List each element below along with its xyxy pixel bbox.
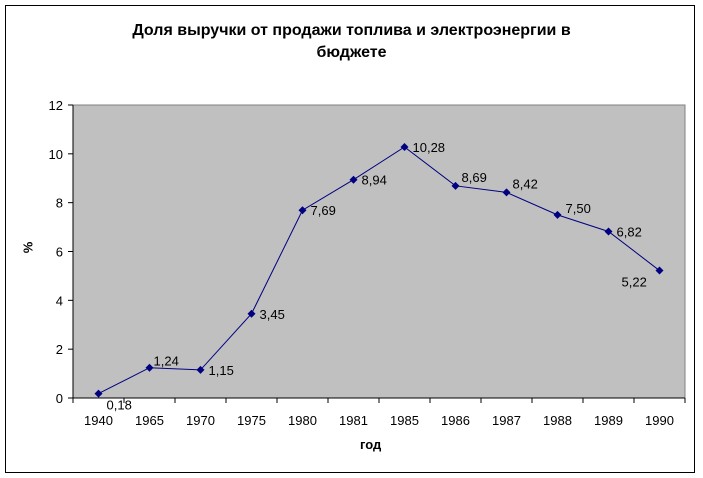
data-label: 7,50 bbox=[566, 201, 591, 216]
y-tick-label: 10 bbox=[49, 147, 63, 162]
data-label: 1,15 bbox=[209, 363, 234, 378]
x-tick-label: 1990 bbox=[645, 413, 674, 428]
data-point-marker bbox=[553, 210, 562, 219]
x-tick-label: 1988 bbox=[543, 413, 572, 428]
data-point-marker bbox=[349, 175, 358, 184]
x-axis-label: год bbox=[360, 437, 382, 452]
y-tick-label: 2 bbox=[56, 342, 63, 357]
y-tick-label: 8 bbox=[56, 196, 63, 211]
data-point-marker bbox=[247, 309, 256, 318]
data-point-marker bbox=[94, 389, 103, 398]
data-point-marker bbox=[145, 363, 154, 372]
data-line bbox=[98, 146, 660, 395]
data-point-marker bbox=[298, 206, 307, 215]
y-tick-label: 12 bbox=[49, 98, 63, 113]
data-point-marker bbox=[451, 181, 460, 190]
data-label: 7,69 bbox=[311, 203, 336, 218]
chart-title: Доля выручки от продажи топлива и электр… bbox=[0, 20, 703, 64]
data-label: 8,42 bbox=[513, 176, 538, 191]
x-tick-label: 1986 bbox=[441, 413, 470, 428]
chart-title-line-2: бюджете bbox=[316, 44, 387, 61]
data-label: 10,28 bbox=[413, 140, 446, 155]
data-label: 8,69 bbox=[462, 170, 487, 185]
x-tick-label: 1981 bbox=[339, 413, 368, 428]
data-point-marker bbox=[400, 142, 409, 151]
data-label: 1,24 bbox=[154, 354, 179, 369]
x-tick-label: 1975 bbox=[237, 413, 266, 428]
data-point-marker bbox=[502, 188, 511, 197]
data-label: 5,22 bbox=[622, 275, 647, 290]
x-tick-label: 1965 bbox=[135, 413, 164, 428]
data-label: 3,45 bbox=[260, 307, 285, 322]
y-tick-label: 6 bbox=[56, 245, 63, 260]
data-label: 6,82 bbox=[617, 224, 642, 239]
data-label: 8,94 bbox=[362, 173, 387, 188]
chart-title-line-1: Доля выручки от продажи топлива и электр… bbox=[132, 22, 571, 39]
x-tick-label: 1970 bbox=[186, 413, 215, 428]
data-point-marker bbox=[196, 365, 205, 374]
data-point-marker bbox=[655, 266, 664, 275]
x-tick-label: 1940 bbox=[84, 413, 113, 428]
data-label: 0,18 bbox=[107, 398, 132, 413]
x-tick-label: 1980 bbox=[288, 413, 317, 428]
y-tick-label: 4 bbox=[56, 293, 63, 308]
data-point-marker bbox=[604, 227, 613, 236]
y-tick-label: 0 bbox=[56, 391, 63, 406]
x-tick-label: 1985 bbox=[390, 413, 419, 428]
x-tick-label: 1987 bbox=[492, 413, 521, 428]
x-tick-label: 1989 bbox=[594, 413, 623, 428]
